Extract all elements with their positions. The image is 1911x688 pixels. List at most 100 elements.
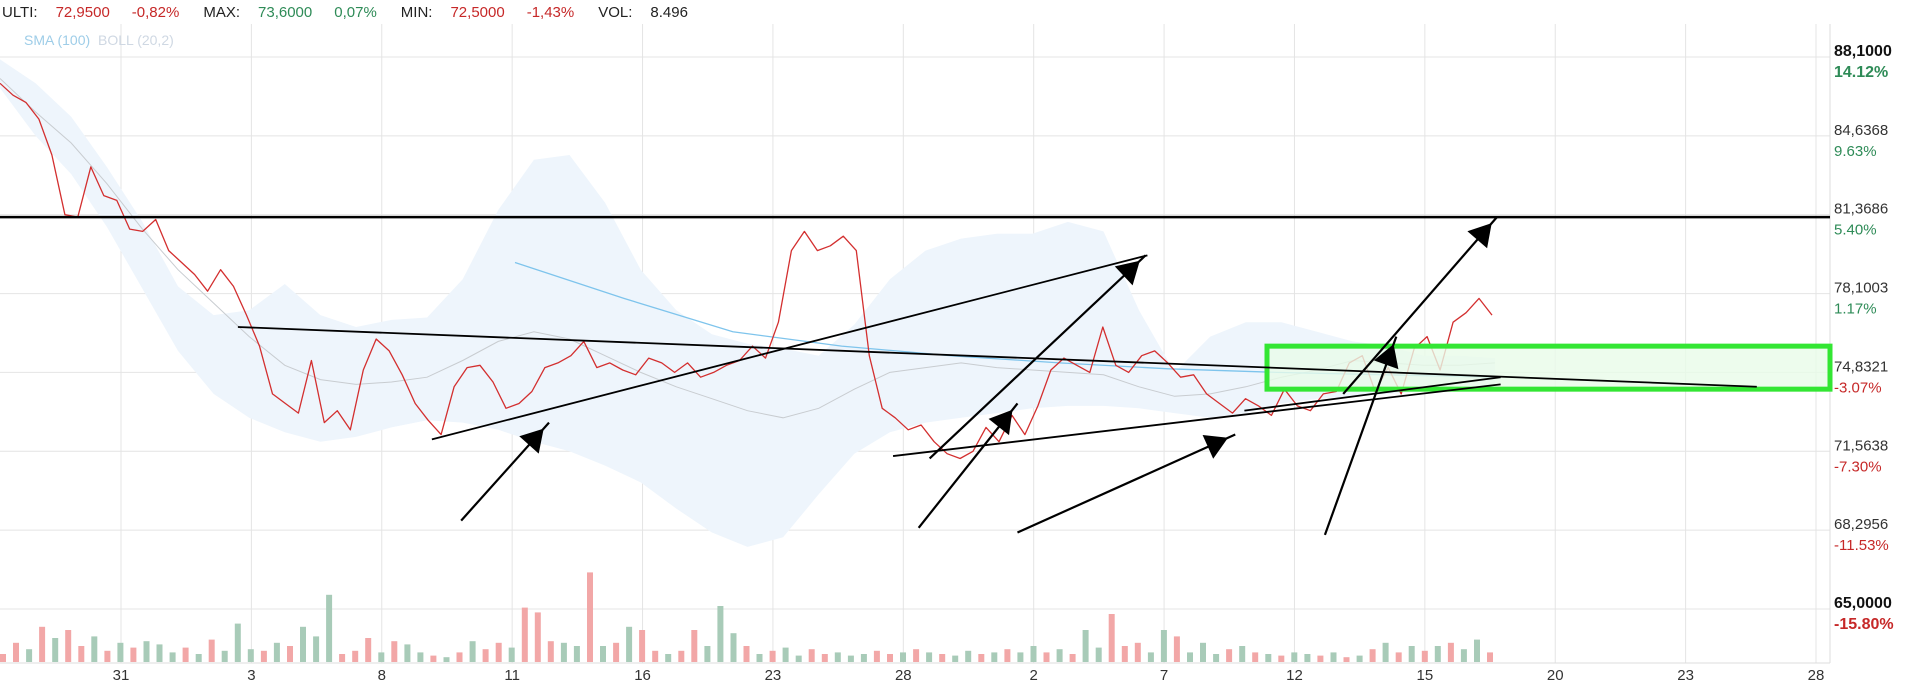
volume-bar (1474, 639, 1480, 662)
volume-bar (287, 646, 293, 662)
arrow-head (1114, 260, 1140, 286)
volume-bar (326, 594, 333, 662)
last-change: -0,82% (131, 3, 180, 21)
x-tick-label: 16 (634, 667, 651, 684)
volume-bar (130, 647, 137, 662)
volume-bar (521, 607, 528, 662)
volume-bar (678, 650, 685, 662)
volume-bar (143, 641, 150, 662)
volume-bar (900, 652, 906, 662)
volume-bar (1004, 649, 1011, 662)
indicator-legend[interactable]: SMA (100) BOLL (20,2) (24, 32, 174, 48)
min-value: 72,5000 (450, 3, 505, 21)
x-tick-label: 7 (1160, 667, 1168, 684)
volume-bar (1030, 646, 1037, 662)
volume-bar (808, 649, 815, 662)
y-tick-percent: -7.30% (1834, 458, 1882, 475)
y-tick-label: 71,5638 (1834, 437, 1888, 454)
volume-bar (104, 650, 111, 662)
volume-bar (717, 606, 724, 662)
arrow-head (988, 409, 1013, 436)
volume-bar (443, 657, 450, 662)
volume-bar (769, 650, 776, 662)
volume-bar (560, 642, 567, 662)
arrow-shaft (928, 254, 1147, 460)
volume-bar (743, 646, 750, 662)
y-tick-percent: -3.07% (1834, 379, 1882, 396)
volume-bar (1252, 652, 1259, 662)
volume-bar (782, 647, 789, 662)
arrow-head (1202, 435, 1228, 459)
volume-bar (1447, 642, 1454, 662)
volume-bar (1434, 646, 1441, 662)
volume-bar (1421, 650, 1428, 662)
volume-bar (195, 654, 202, 662)
arrow-head (519, 428, 544, 454)
volume-bar (1187, 652, 1193, 662)
volume-bar (1487, 652, 1493, 662)
x-tick-label: 28 (1808, 667, 1825, 684)
volume-bar (39, 626, 46, 662)
x-tick-label: 12 (1286, 667, 1303, 684)
trend-line (237, 326, 1757, 388)
volume-bar (1134, 642, 1141, 662)
volume-bar (273, 642, 280, 662)
volume-bar (1043, 652, 1050, 662)
last-value: 72,9500 (55, 3, 110, 21)
bollinger-band (0, 59, 1495, 547)
volume-bar (1239, 646, 1246, 662)
volume-bar (1369, 649, 1376, 662)
volume-bar (1226, 649, 1233, 662)
y-tick-label: 78,1003 (1834, 280, 1888, 297)
sma-legend: SMA (100) (24, 32, 91, 48)
volume-bar (1304, 654, 1311, 662)
max-change: 0,07% (334, 3, 377, 21)
x-tick-label: 23 (765, 667, 782, 684)
y-tick-label: 68,2956 (1834, 516, 1888, 533)
x-tick-label: 8 (378, 667, 386, 684)
arrow-shaft (1017, 433, 1236, 534)
volume-bar (1213, 654, 1220, 662)
volume-bar (913, 649, 920, 662)
volume-bar (978, 654, 985, 662)
volume-bar (260, 650, 267, 662)
x-axis: 31 3 8 11 16 23 28 2 7 12 15 20 23 28 (113, 667, 1825, 684)
y-tick-percent: 5.40% (1834, 222, 1877, 239)
volume-bar (1108, 614, 1115, 662)
volume-bar (652, 650, 659, 662)
max-label: MAX: (203, 3, 241, 21)
volume-bar (1408, 646, 1415, 662)
volume-bar (873, 650, 880, 662)
volume-bar (169, 652, 176, 662)
price-line (0, 82, 1493, 460)
volume-bars (0, 572, 1493, 662)
volume-bar (1356, 655, 1363, 662)
volume-bar (756, 654, 763, 662)
volume-bar (469, 641, 476, 662)
vol-value: 8.496 (650, 3, 688, 21)
arrow-shaft (1342, 216, 1498, 395)
volume-bar (1056, 649, 1063, 662)
drawings (0, 215, 1830, 536)
volume-bar (339, 654, 346, 662)
volume-bar (834, 652, 841, 662)
volume-bar (600, 646, 606, 662)
boll-legend: BOLL (20,2) (98, 32, 174, 48)
volume-bar (704, 646, 711, 662)
volume-bar (234, 623, 241, 662)
trend-line (892, 383, 1501, 457)
y-tick-percent: 9.63% (1834, 143, 1877, 160)
volume-bar (13, 642, 19, 662)
volume-bar (1278, 655, 1285, 662)
volume-bar (860, 654, 867, 662)
arrow-shaft (1323, 336, 1398, 536)
x-tick-label: 20 (1547, 667, 1564, 684)
volume-bar (391, 641, 398, 662)
volume-bar (208, 639, 215, 662)
x-tick-label: 2 (1030, 667, 1038, 684)
volume-bar (639, 630, 646, 662)
volume-bar (404, 644, 411, 662)
volume-bar (691, 630, 698, 662)
volume-bar (1082, 630, 1089, 662)
